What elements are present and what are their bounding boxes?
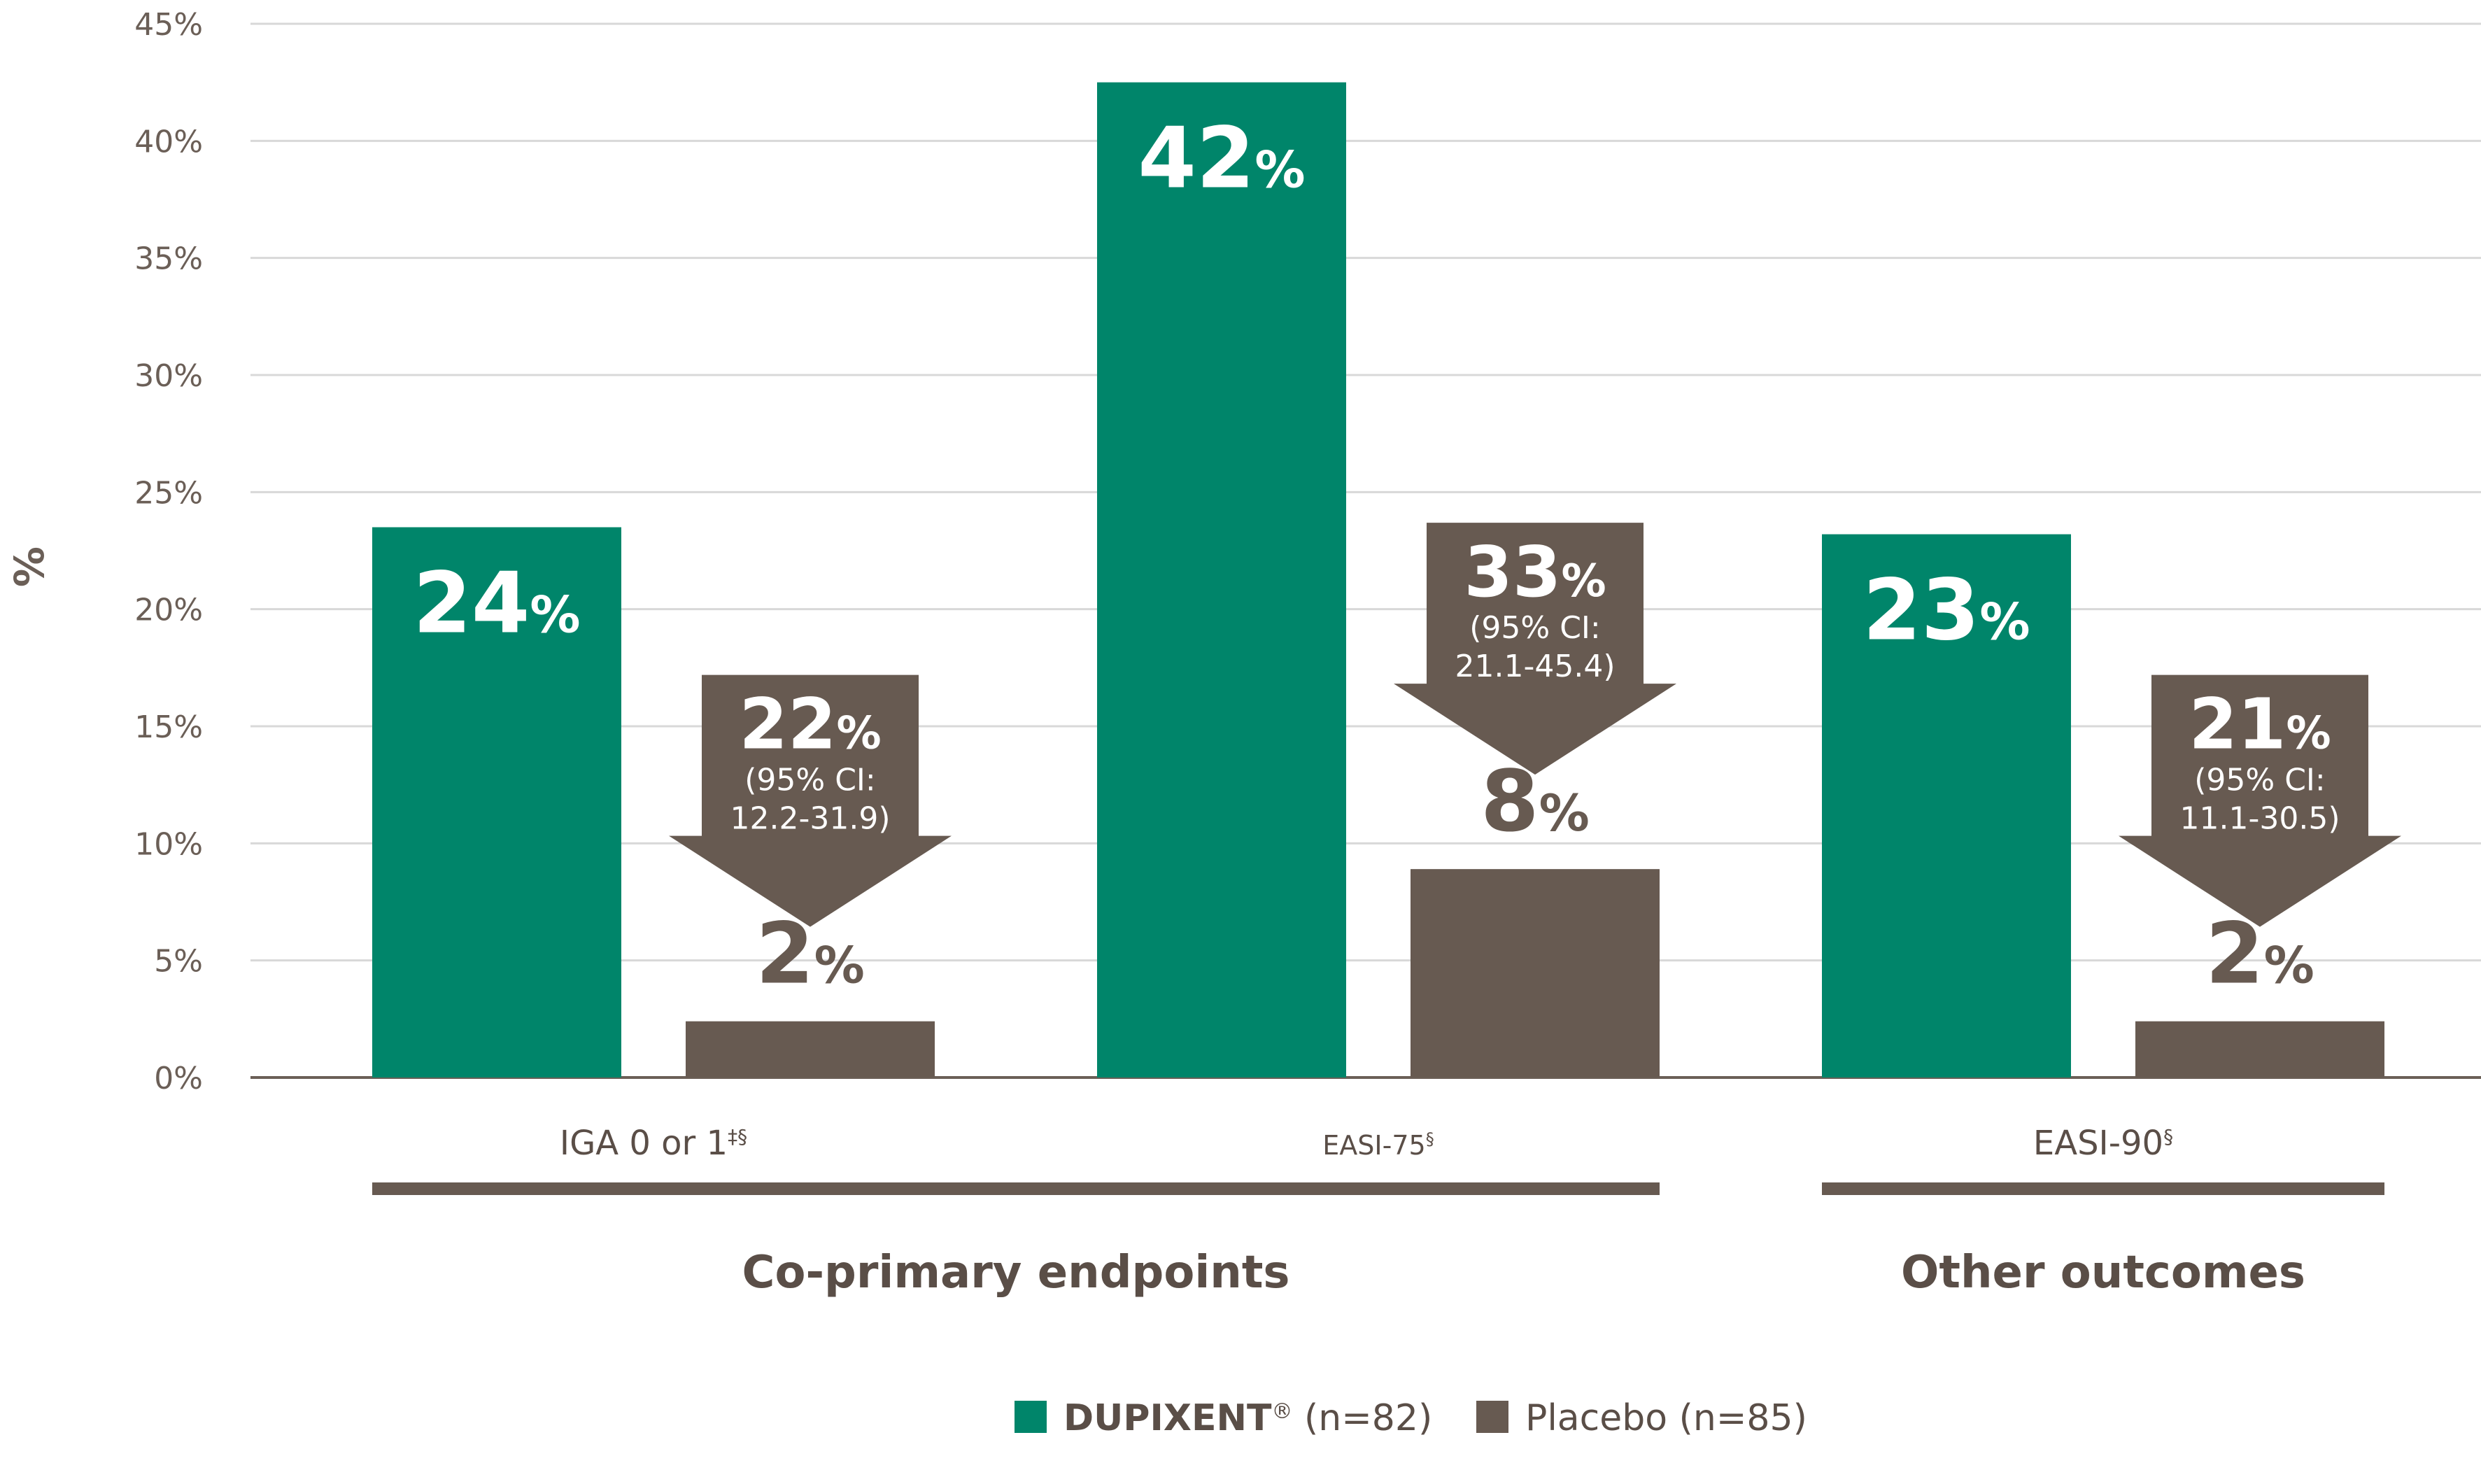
legend: DUPIXENT® (n=82) Placebo (n=85) (1015, 1397, 1807, 1439)
y-tick-label: 15% (134, 709, 203, 745)
bar-value-label: 23% (1862, 563, 2030, 660)
bar (1097, 82, 1346, 1078)
y-tick-label: 35% (134, 241, 203, 277)
difference-arrows: 22%(95% CI:12.2-31.9)33%(95% CI:21.1-45.… (669, 523, 2401, 927)
group-bracket (372, 1182, 1660, 1195)
legend-entry: DUPIXENT® (n=82) (1063, 1397, 1432, 1439)
category-labels: IGA 0 or 1‡§ EASI-75§ EASI-90§ (560, 1124, 2173, 1163)
difference-ci-line: 12.2-31.9) (730, 801, 891, 837)
difference-ci-line: 11.1-30.5) (2180, 801, 2340, 837)
y-axis-ticks: 0% 5% 10% 15% 20% 25% 30% 35% 40% 45% (134, 7, 203, 1096)
bar-value-label: 42% (1138, 111, 1305, 208)
y-tick-label: 20% (134, 593, 203, 628)
difference-ci-line: (95% CI: (2194, 763, 2325, 798)
gridlines (250, 22, 2481, 1079)
category-label: EASI-90§ (2033, 1124, 2173, 1163)
y-tick-label: 25% (134, 475, 203, 511)
difference-value: 21% (2189, 684, 2331, 765)
category-label: IGA 0 or 1‡§ (560, 1124, 747, 1163)
legend-swatch (1015, 1401, 1047, 1433)
legend-entry: Placebo (n=85) (1525, 1397, 1807, 1439)
y-tick-label: 30% (134, 358, 203, 394)
difference-value: 22% (739, 684, 881, 765)
y-axis-label: % (6, 546, 53, 587)
y-tick-label: 10% (134, 826, 203, 862)
bars: 24%2%42%8%23%2% (372, 82, 2384, 1078)
difference-arrow (669, 674, 952, 927)
difference-ci-line: 21.1-45.4) (1455, 649, 1616, 684)
y-tick-label: 40% (134, 124, 203, 160)
difference-value: 33% (1464, 531, 1606, 613)
legend-swatch (1476, 1401, 1508, 1433)
group-bracket (1822, 1182, 2384, 1195)
y-tick-label: 45% (134, 7, 203, 43)
group-brackets: Co-primary endpoints Other outcomes (372, 1182, 2384, 1299)
bar (1411, 869, 1660, 1077)
bar (2135, 1021, 2384, 1077)
difference-arrow (2119, 674, 2401, 927)
bar (686, 1021, 935, 1077)
bar (1822, 534, 2071, 1077)
difference-ci-line: (95% CI: (744, 763, 875, 798)
group-label: Co-primary endpoints (742, 1247, 1290, 1299)
y-tick-label: 5% (154, 944, 203, 980)
bar (372, 527, 621, 1077)
category-label: EASI-75§ (1322, 1129, 1434, 1161)
group-label: Other outcomes (1901, 1247, 2305, 1299)
difference-arrow (1394, 523, 1676, 775)
y-tick-label: 0% (154, 1061, 203, 1096)
bar-value-label: 24% (413, 556, 580, 653)
difference-ci-line: (95% CI: (1469, 610, 1600, 646)
